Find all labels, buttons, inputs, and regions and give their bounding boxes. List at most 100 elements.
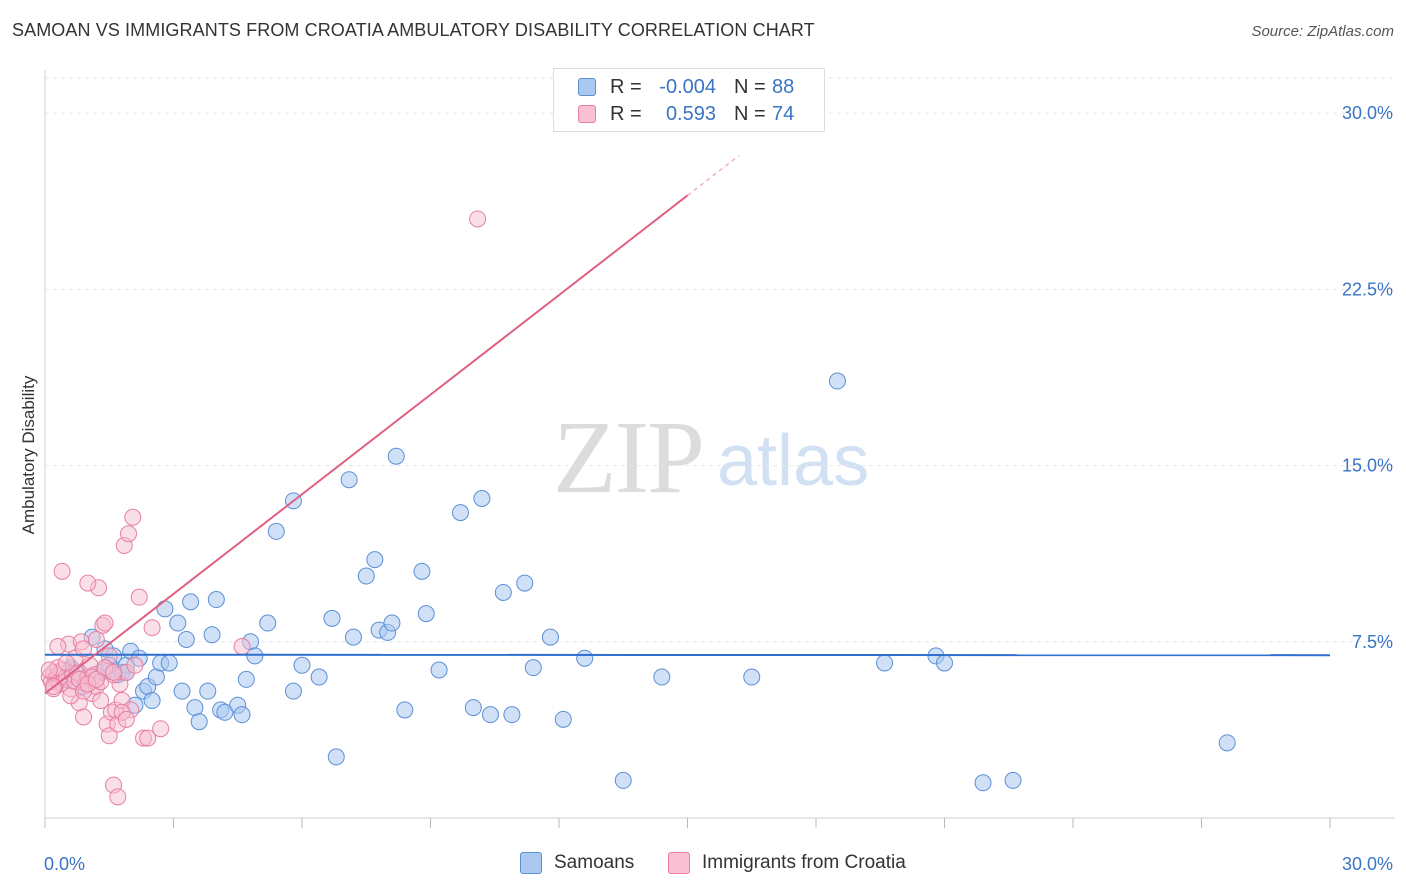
samoans-point xyxy=(182,593,200,611)
x-tick-label-min: 0.0% xyxy=(44,854,85,874)
x-tick-label-max: 30.0% xyxy=(1342,854,1393,874)
croatia-point xyxy=(139,729,157,747)
croatia-point xyxy=(152,720,170,738)
samoans-point xyxy=(190,713,208,731)
samoans-point xyxy=(366,551,384,569)
croatia-point xyxy=(40,661,58,679)
legend-r-label: R = xyxy=(610,102,642,125)
samoans-point xyxy=(396,701,414,719)
y-tick-label: 22.5% xyxy=(1342,279,1393,299)
samoans-point xyxy=(173,682,191,700)
samoans-point xyxy=(310,668,328,686)
legend-r-value: -0.004 xyxy=(659,75,716,98)
croatia-point xyxy=(105,663,123,681)
croatia-trend-extension xyxy=(687,155,740,197)
samoans-point xyxy=(147,668,165,686)
samoans-point xyxy=(936,654,953,672)
watermark-zip: ZIP xyxy=(553,400,705,515)
samoans-point xyxy=(417,605,435,623)
samoans-point xyxy=(554,710,572,728)
bottom-legend-label-samoans: Samoans xyxy=(554,852,635,873)
samoans-point xyxy=(293,656,311,674)
legend-r-value: 0.593 xyxy=(665,102,716,125)
samoans-point xyxy=(199,682,217,700)
croatia-point xyxy=(49,638,67,656)
samoans-point xyxy=(614,771,632,789)
croatia-point xyxy=(75,640,93,658)
croatia-point xyxy=(100,727,118,745)
croatia-point xyxy=(143,619,161,637)
samoans-point xyxy=(576,649,594,667)
croatia-point xyxy=(469,210,487,228)
samoans-point xyxy=(259,614,277,632)
series-croatia xyxy=(40,210,487,806)
croatia-point xyxy=(57,654,75,672)
samoans-point xyxy=(357,567,375,585)
samoans-point xyxy=(494,583,512,601)
croatia-point xyxy=(87,670,105,688)
y-tick-label: 15.0% xyxy=(1342,456,1393,476)
croatia-point xyxy=(75,708,93,726)
samoans-point xyxy=(524,659,542,677)
samoans-point xyxy=(481,706,499,724)
legend-row-samoans: R = -0.004 N = 88 xyxy=(578,75,794,99)
samoans-point xyxy=(541,628,559,646)
samoans-point xyxy=(451,504,469,522)
trend-lines xyxy=(44,155,1331,695)
legend-swatch-croatia xyxy=(578,105,596,123)
samoans-point xyxy=(156,600,174,618)
samoans-point xyxy=(284,682,302,700)
samoans-point xyxy=(464,699,482,717)
bottom-legend-label-croatia: Immigrants from Croatia xyxy=(702,852,906,873)
croatia-point xyxy=(92,692,110,710)
samoans-point xyxy=(344,628,362,646)
series-samoans xyxy=(49,372,1236,792)
legend-n-label: N = xyxy=(734,75,766,98)
samoans-point xyxy=(387,447,405,465)
croatia-point xyxy=(117,710,135,728)
samoans-point xyxy=(143,692,161,710)
legend-swatch-samoans xyxy=(578,78,596,96)
samoans-point xyxy=(473,490,491,508)
croatia-point xyxy=(120,525,138,543)
chart-title: SAMOAN VS IMMIGRANTS FROM CROATIA AMBULA… xyxy=(12,20,815,40)
samoans-point xyxy=(327,748,345,766)
croatia-point xyxy=(130,588,148,606)
source-label: Source: ZipAtlas.com xyxy=(1251,23,1394,40)
samoans-point xyxy=(207,591,225,609)
samoans-point xyxy=(267,522,285,540)
watermark-atlas: atlas xyxy=(717,421,870,501)
legend-n-label: N = xyxy=(734,102,766,125)
bottom-legend-samoans: Samoans xyxy=(520,852,634,874)
samoans-point xyxy=(413,562,431,580)
samoans-point xyxy=(177,630,195,648)
samoans-point xyxy=(974,774,992,792)
croatia-point xyxy=(96,614,114,632)
bottom-swatch-samoans xyxy=(520,852,542,874)
samoans-point xyxy=(160,654,178,672)
croatia-point xyxy=(124,508,142,526)
samoans-point xyxy=(503,706,521,724)
samoans-point xyxy=(828,372,846,390)
legend-row-croatia: R = 0.593 N = 74 xyxy=(578,102,794,126)
correlation-legend: R = -0.004 N = 88 R = 0.593 N = 74 xyxy=(553,68,825,132)
x-ticks xyxy=(44,818,1331,828)
samoans-point xyxy=(216,703,234,721)
samoans-point xyxy=(203,626,221,644)
samoans-point xyxy=(340,471,358,489)
samoans-point xyxy=(323,609,341,627)
samoans-point xyxy=(743,668,761,686)
legend-r-label: R = xyxy=(610,75,642,98)
croatia-trend-line xyxy=(44,194,689,695)
samoans-point xyxy=(383,614,401,632)
croatia-point xyxy=(79,574,97,592)
croatia-point xyxy=(109,788,127,806)
bottom-swatch-croatia xyxy=(668,852,690,874)
y-tick-labels: 7.5% 15.0% 22.5% 30.0% xyxy=(1342,103,1393,652)
legend-n-value: 74 xyxy=(772,102,795,125)
croatia-point xyxy=(126,656,144,674)
samoans-point xyxy=(233,706,251,724)
samoans-point xyxy=(1218,734,1236,752)
y-tick-label: 7.5% xyxy=(1352,632,1393,652)
